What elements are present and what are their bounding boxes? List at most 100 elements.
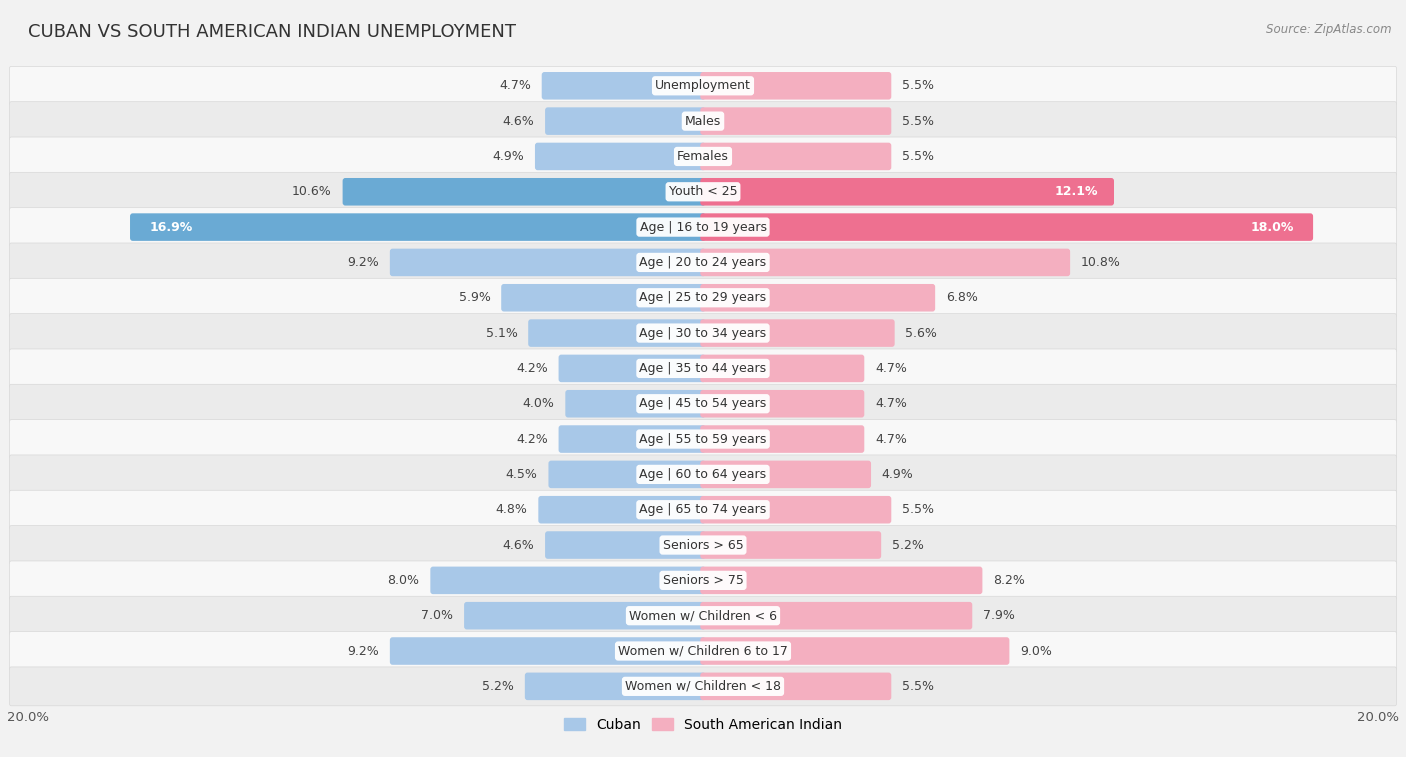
FancyBboxPatch shape [534,142,706,170]
Text: 4.2%: 4.2% [516,362,548,375]
FancyBboxPatch shape [10,243,1396,282]
Text: Seniors > 75: Seniors > 75 [662,574,744,587]
Text: 12.1%: 12.1% [1054,185,1098,198]
Text: 5.5%: 5.5% [903,114,934,128]
Text: 5.9%: 5.9% [458,291,491,304]
Text: Women w/ Children 6 to 17: Women w/ Children 6 to 17 [619,644,787,658]
FancyBboxPatch shape [10,207,1396,247]
FancyBboxPatch shape [10,455,1396,494]
FancyBboxPatch shape [558,425,706,453]
FancyBboxPatch shape [10,419,1396,459]
Text: 5.5%: 5.5% [903,79,934,92]
Text: 9.0%: 9.0% [1021,644,1052,658]
Text: Women w/ Children < 6: Women w/ Children < 6 [628,609,778,622]
Text: 4.7%: 4.7% [875,432,907,446]
FancyBboxPatch shape [10,137,1396,176]
Text: Women w/ Children < 18: Women w/ Children < 18 [626,680,780,693]
FancyBboxPatch shape [700,248,1070,276]
Text: Source: ZipAtlas.com: Source: ZipAtlas.com [1267,23,1392,36]
Text: Age | 65 to 74 years: Age | 65 to 74 years [640,503,766,516]
Text: Unemployment: Unemployment [655,79,751,92]
Text: 9.2%: 9.2% [347,256,380,269]
FancyBboxPatch shape [558,354,706,382]
Text: 4.7%: 4.7% [499,79,531,92]
FancyBboxPatch shape [10,631,1396,671]
FancyBboxPatch shape [565,390,706,418]
Legend: Cuban, South American Indian: Cuban, South American Indian [564,718,842,732]
Text: Age | 35 to 44 years: Age | 35 to 44 years [640,362,766,375]
Text: Males: Males [685,114,721,128]
FancyBboxPatch shape [10,101,1396,141]
Text: 4.7%: 4.7% [875,397,907,410]
Text: 5.5%: 5.5% [903,150,934,163]
Text: 10.8%: 10.8% [1081,256,1121,269]
FancyBboxPatch shape [343,178,706,206]
FancyBboxPatch shape [700,602,973,630]
FancyBboxPatch shape [524,672,706,700]
Text: 5.5%: 5.5% [903,680,934,693]
FancyBboxPatch shape [10,667,1396,706]
Text: 7.0%: 7.0% [422,609,453,622]
FancyBboxPatch shape [546,107,706,135]
Text: 4.9%: 4.9% [492,150,524,163]
FancyBboxPatch shape [10,67,1396,105]
FancyBboxPatch shape [10,385,1396,423]
FancyBboxPatch shape [700,637,1010,665]
Text: Age | 20 to 24 years: Age | 20 to 24 years [640,256,766,269]
FancyBboxPatch shape [700,531,882,559]
FancyBboxPatch shape [700,390,865,418]
FancyBboxPatch shape [10,561,1396,600]
Text: 9.2%: 9.2% [347,644,380,658]
FancyBboxPatch shape [700,672,891,700]
Text: 4.5%: 4.5% [506,468,537,481]
FancyBboxPatch shape [700,142,891,170]
Text: 6.8%: 6.8% [946,291,977,304]
Text: Youth < 25: Youth < 25 [669,185,737,198]
FancyBboxPatch shape [10,279,1396,317]
FancyBboxPatch shape [700,107,891,135]
Text: 7.9%: 7.9% [983,609,1015,622]
FancyBboxPatch shape [10,349,1396,388]
Text: 4.2%: 4.2% [516,432,548,446]
Text: 4.8%: 4.8% [496,503,527,516]
FancyBboxPatch shape [700,178,1114,206]
FancyBboxPatch shape [548,460,706,488]
FancyBboxPatch shape [10,173,1396,211]
Text: 4.9%: 4.9% [882,468,914,481]
Text: Age | 16 to 19 years: Age | 16 to 19 years [640,220,766,234]
FancyBboxPatch shape [10,491,1396,529]
FancyBboxPatch shape [430,566,706,594]
FancyBboxPatch shape [700,284,935,312]
Text: 10.6%: 10.6% [292,185,332,198]
FancyBboxPatch shape [700,354,865,382]
FancyBboxPatch shape [464,602,706,630]
FancyBboxPatch shape [538,496,706,524]
FancyBboxPatch shape [529,319,706,347]
FancyBboxPatch shape [546,531,706,559]
FancyBboxPatch shape [389,637,706,665]
Text: Age | 25 to 29 years: Age | 25 to 29 years [640,291,766,304]
FancyBboxPatch shape [700,425,865,453]
FancyBboxPatch shape [10,313,1396,353]
Text: 5.6%: 5.6% [905,326,938,340]
FancyBboxPatch shape [129,213,706,241]
Text: 5.2%: 5.2% [891,538,924,552]
FancyBboxPatch shape [10,525,1396,565]
Text: Females: Females [678,150,728,163]
Text: 4.6%: 4.6% [502,114,534,128]
Text: CUBAN VS SOUTH AMERICAN INDIAN UNEMPLOYMENT: CUBAN VS SOUTH AMERICAN INDIAN UNEMPLOYM… [28,23,516,41]
Text: 4.6%: 4.6% [502,538,534,552]
Text: Age | 55 to 59 years: Age | 55 to 59 years [640,432,766,446]
FancyBboxPatch shape [10,597,1396,635]
FancyBboxPatch shape [700,566,983,594]
FancyBboxPatch shape [700,72,891,100]
Text: Seniors > 65: Seniors > 65 [662,538,744,552]
FancyBboxPatch shape [541,72,706,100]
Text: 8.2%: 8.2% [993,574,1025,587]
FancyBboxPatch shape [389,248,706,276]
Text: 5.2%: 5.2% [482,680,515,693]
Text: 4.0%: 4.0% [523,397,554,410]
FancyBboxPatch shape [700,496,891,524]
Text: 18.0%: 18.0% [1250,220,1294,234]
Text: Age | 60 to 64 years: Age | 60 to 64 years [640,468,766,481]
